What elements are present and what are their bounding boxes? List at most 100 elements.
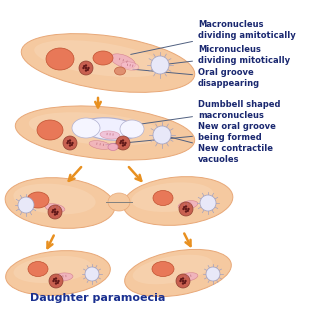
Circle shape bbox=[71, 142, 74, 144]
Ellipse shape bbox=[153, 191, 173, 205]
Ellipse shape bbox=[178, 273, 198, 281]
Ellipse shape bbox=[100, 131, 120, 139]
Circle shape bbox=[57, 282, 59, 284]
Circle shape bbox=[79, 61, 93, 75]
Circle shape bbox=[183, 206, 185, 209]
Text: New oral groove
being formed: New oral groove being formed bbox=[106, 122, 276, 145]
Text: Macronucleus
dividing amitotically: Macronucleus dividing amitotically bbox=[131, 20, 296, 54]
Circle shape bbox=[185, 208, 187, 210]
Circle shape bbox=[52, 209, 54, 211]
Text: Dumbbell shaped
macronucleus: Dumbbell shaped macronucleus bbox=[116, 100, 280, 128]
Circle shape bbox=[179, 280, 182, 282]
Circle shape bbox=[87, 67, 90, 69]
Ellipse shape bbox=[53, 273, 73, 281]
Circle shape bbox=[179, 202, 193, 216]
Ellipse shape bbox=[89, 140, 111, 149]
Circle shape bbox=[69, 139, 71, 142]
Circle shape bbox=[182, 277, 184, 280]
Ellipse shape bbox=[14, 256, 92, 283]
Ellipse shape bbox=[120, 120, 144, 138]
Circle shape bbox=[183, 282, 186, 284]
Ellipse shape bbox=[81, 118, 139, 140]
Circle shape bbox=[57, 280, 60, 282]
Circle shape bbox=[83, 65, 85, 67]
Circle shape bbox=[82, 67, 85, 69]
Ellipse shape bbox=[34, 40, 164, 77]
Ellipse shape bbox=[152, 261, 174, 277]
Circle shape bbox=[67, 140, 69, 142]
Circle shape bbox=[185, 205, 187, 208]
Circle shape bbox=[120, 140, 123, 142]
Ellipse shape bbox=[21, 34, 195, 92]
Ellipse shape bbox=[178, 201, 198, 209]
Circle shape bbox=[124, 144, 126, 146]
Circle shape bbox=[66, 142, 69, 144]
Ellipse shape bbox=[93, 51, 113, 65]
Text: Micronucleus
dividing mitotically: Micronucleus dividing mitotically bbox=[163, 45, 290, 65]
Circle shape bbox=[122, 139, 124, 142]
Circle shape bbox=[69, 144, 71, 147]
Ellipse shape bbox=[6, 251, 110, 295]
Circle shape bbox=[71, 144, 73, 146]
Circle shape bbox=[180, 278, 182, 280]
Ellipse shape bbox=[108, 193, 130, 211]
Ellipse shape bbox=[45, 204, 65, 212]
Circle shape bbox=[63, 136, 77, 150]
Circle shape bbox=[55, 282, 57, 285]
Circle shape bbox=[182, 282, 184, 285]
Circle shape bbox=[55, 277, 57, 280]
Ellipse shape bbox=[13, 184, 96, 215]
Circle shape bbox=[85, 69, 87, 72]
Circle shape bbox=[53, 278, 55, 280]
Circle shape bbox=[54, 208, 56, 211]
Circle shape bbox=[18, 197, 34, 213]
Circle shape bbox=[185, 210, 187, 213]
Circle shape bbox=[49, 274, 63, 288]
Ellipse shape bbox=[133, 255, 212, 284]
Ellipse shape bbox=[27, 192, 49, 208]
Circle shape bbox=[151, 56, 169, 74]
Circle shape bbox=[85, 64, 87, 67]
Text: New contractile
vacuoles: New contractile vacuoles bbox=[165, 136, 273, 164]
Circle shape bbox=[124, 142, 127, 144]
Ellipse shape bbox=[123, 177, 233, 226]
Text: Oral groove
disappearing: Oral groove disappearing bbox=[133, 68, 260, 88]
Circle shape bbox=[206, 267, 220, 281]
Circle shape bbox=[176, 274, 190, 288]
Ellipse shape bbox=[111, 54, 136, 68]
Circle shape bbox=[69, 142, 71, 144]
Circle shape bbox=[182, 208, 185, 210]
Circle shape bbox=[56, 211, 59, 213]
Circle shape bbox=[186, 209, 189, 212]
Circle shape bbox=[184, 280, 187, 282]
Circle shape bbox=[56, 213, 58, 215]
Ellipse shape bbox=[108, 144, 118, 151]
Text: Daughter paramoecia: Daughter paramoecia bbox=[30, 293, 166, 303]
Ellipse shape bbox=[28, 261, 48, 277]
Ellipse shape bbox=[37, 120, 63, 140]
Ellipse shape bbox=[29, 112, 163, 146]
Circle shape bbox=[119, 142, 122, 144]
Circle shape bbox=[54, 213, 56, 216]
Circle shape bbox=[116, 136, 130, 150]
Circle shape bbox=[52, 280, 55, 282]
Circle shape bbox=[122, 144, 124, 147]
Ellipse shape bbox=[121, 62, 139, 70]
Ellipse shape bbox=[125, 249, 231, 297]
Circle shape bbox=[182, 280, 184, 282]
Circle shape bbox=[85, 67, 87, 69]
Circle shape bbox=[51, 211, 54, 213]
Circle shape bbox=[48, 205, 62, 219]
Ellipse shape bbox=[72, 118, 100, 138]
Ellipse shape bbox=[132, 182, 213, 212]
Circle shape bbox=[200, 195, 216, 211]
Circle shape bbox=[122, 142, 124, 144]
Circle shape bbox=[55, 280, 57, 282]
Circle shape bbox=[85, 267, 99, 281]
Ellipse shape bbox=[46, 48, 74, 70]
Circle shape bbox=[54, 211, 56, 213]
Ellipse shape bbox=[115, 67, 126, 75]
Ellipse shape bbox=[15, 106, 195, 160]
Ellipse shape bbox=[5, 178, 115, 228]
Circle shape bbox=[87, 69, 89, 71]
